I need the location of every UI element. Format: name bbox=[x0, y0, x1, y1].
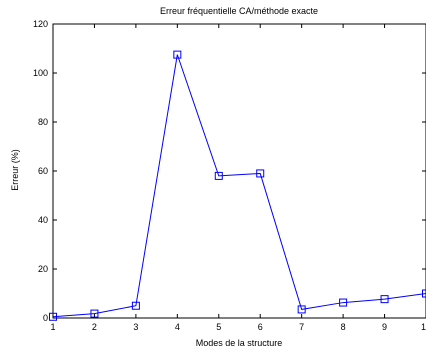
x-tick-label: 9 bbox=[382, 322, 387, 332]
series-line bbox=[52, 54, 426, 318]
data-point-marker bbox=[422, 289, 426, 298]
x-tick-label: 5 bbox=[216, 322, 221, 332]
data-point-marker bbox=[173, 50, 182, 59]
data-point-marker bbox=[214, 171, 223, 180]
data-point-marker bbox=[49, 312, 57, 321]
x-tick-label: 6 bbox=[258, 322, 263, 332]
y-tick-label: 100 bbox=[33, 68, 48, 78]
x-tick-label: 10 bbox=[421, 322, 426, 332]
x-tick-label: 4 bbox=[175, 322, 180, 332]
x-tick-label: 3 bbox=[133, 322, 138, 332]
y-tick-label: 40 bbox=[38, 215, 48, 225]
y-tick-label: 80 bbox=[38, 117, 48, 127]
data-point-marker bbox=[131, 301, 140, 310]
y-axis-title: Erreur (%) bbox=[10, 149, 20, 191]
data-point-marker bbox=[339, 298, 348, 307]
x-tick-label: 7 bbox=[299, 322, 304, 332]
data-point-marker bbox=[380, 295, 389, 304]
x-tick-label: 1 bbox=[50, 322, 55, 332]
x-axis-title: Modes de la structure bbox=[196, 338, 283, 348]
chart-title: Erreur fréquentielle CA/méthode exacte bbox=[160, 6, 318, 16]
axis-ticks: 12345678910020406080100120 bbox=[33, 19, 426, 332]
series-group bbox=[49, 50, 426, 321]
y-tick-label: 120 bbox=[33, 19, 48, 29]
data-point-marker bbox=[90, 309, 99, 318]
y-tick-label: 60 bbox=[38, 166, 48, 176]
y-tick-label: 0 bbox=[43, 313, 48, 323]
x-tick-label: 8 bbox=[341, 322, 346, 332]
data-point-marker bbox=[297, 305, 306, 314]
y-tick-label: 20 bbox=[38, 264, 48, 274]
x-tick-label: 2 bbox=[92, 322, 97, 332]
data-point-marker bbox=[256, 169, 265, 178]
plot-frame bbox=[52, 23, 426, 319]
